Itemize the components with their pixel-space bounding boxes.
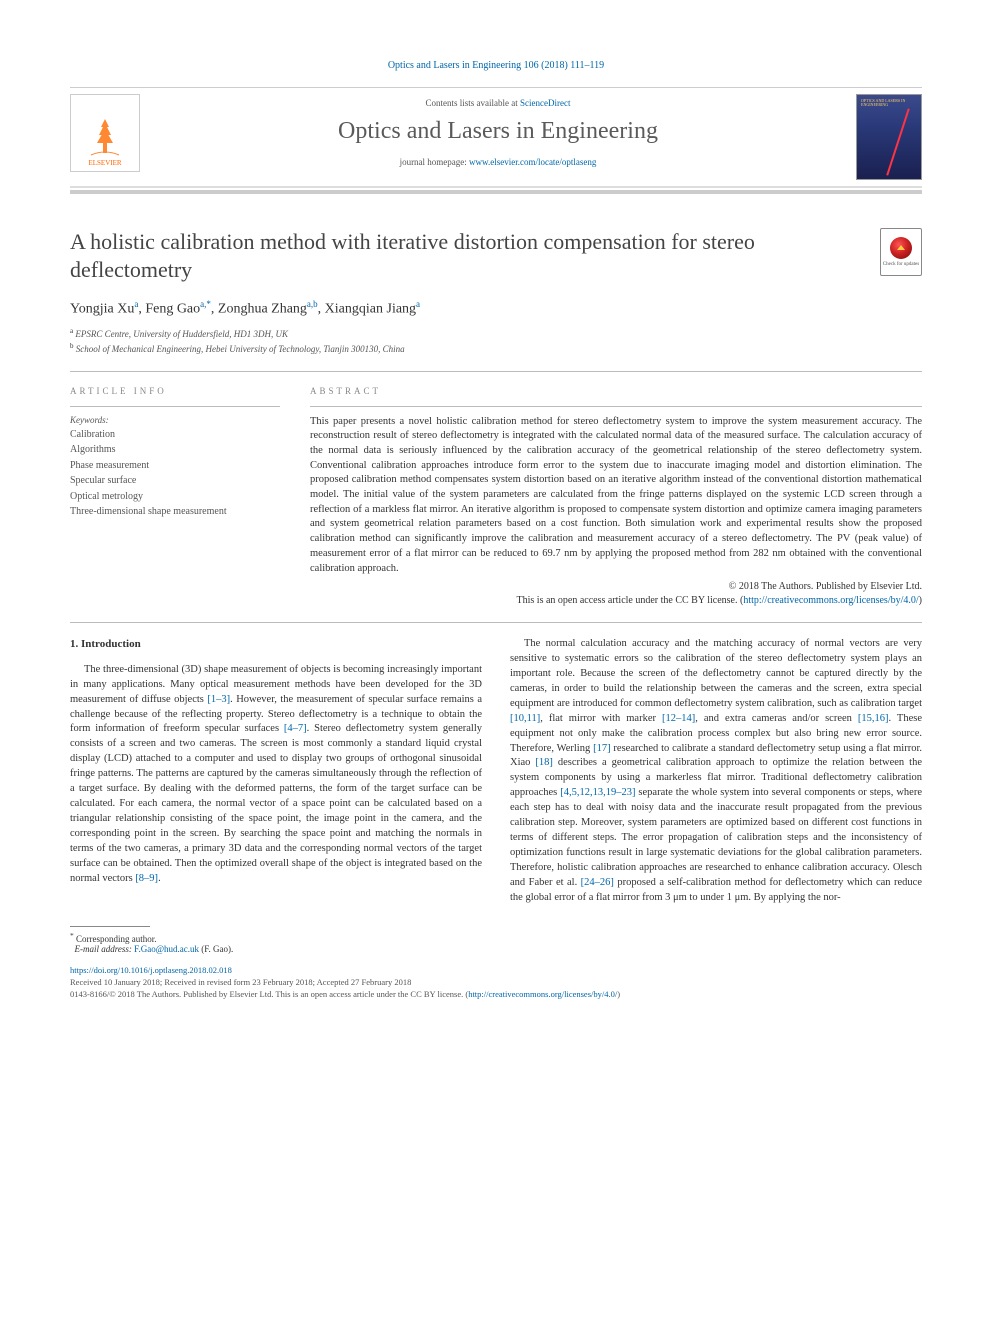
author-email[interactable]: F.Gao@hud.ac.uk: [134, 944, 199, 954]
journal-cover-thumbnail[interactable]: OPTICS AND LASERS IN ENGINEERING: [856, 94, 922, 180]
abstract-rule: [310, 406, 922, 407]
rule-above-info: [70, 371, 922, 372]
authors-line: Yongjia Xua, Feng Gaoa,*, Zonghua Zhanga…: [70, 299, 922, 318]
check-for-updates-badge[interactable]: Check for updates: [880, 228, 922, 276]
citation-link[interactable]: [4–7]: [284, 723, 307, 734]
elsevier-logo[interactable]: ELSEVIER: [70, 94, 140, 172]
homepage-prefix: journal homepage:: [400, 157, 469, 167]
homepage-url[interactable]: www.elsevier.com/locate/optlaseng: [469, 157, 596, 167]
journal-name: Optics and Lasers in Engineering: [152, 118, 844, 145]
footer-block: https://doi.org/10.1016/j.optlaseng.2018…: [70, 964, 922, 1001]
top-divider: [70, 87, 922, 88]
citation-link[interactable]: [18]: [535, 757, 553, 768]
info-abstract-row: ARTICLE INFO Keywords: Calibration Algor…: [70, 386, 922, 609]
footer-license-link[interactable]: http://creativecommons.org/licenses/by/4…: [468, 989, 617, 999]
citation-link[interactable]: [8–9]: [135, 873, 158, 884]
abstract-text: This paper presents a novel holistic cal…: [310, 415, 922, 577]
keyword-item: Three-dimensional shape measurement: [70, 504, 280, 520]
keyword-item: Calibration: [70, 427, 280, 443]
author-3-affil: a,b: [307, 299, 318, 309]
intro-paragraph-2: The normal calculation accuracy and the …: [510, 637, 922, 905]
author-1: Yongjia Xu: [70, 302, 134, 317]
abstract-heading: ABSTRACT: [310, 386, 922, 396]
journal-reference: Optics and Lasers in Engineering 106 (20…: [70, 60, 922, 71]
license-link[interactable]: http://creativecommons.org/licenses/by/4…: [743, 595, 918, 606]
author-2: Feng Gao: [145, 302, 200, 317]
citation-link[interactable]: [12–14]: [662, 713, 695, 724]
affiliations: a EPSRC Centre, University of Huddersfie…: [70, 326, 922, 357]
page-root: Optics and Lasers in Engineering 106 (20…: [0, 0, 992, 1040]
affiliation-a: a EPSRC Centre, University of Huddersfie…: [70, 326, 922, 342]
elsevier-logo-text: ELSEVIER: [88, 159, 121, 167]
title-row: A holistic calibration method with itera…: [70, 228, 922, 283]
doi-link[interactable]: https://doi.org/10.1016/j.optlaseng.2018…: [70, 964, 922, 976]
abstract-copyright: © 2018 The Authors. Published by Elsevie…: [310, 580, 922, 608]
corresponding-author-note: * Corresponding author.: [70, 931, 922, 944]
affiliation-b: b School of Mechanical Engineering, Hebe…: [70, 341, 922, 357]
journal-header: ELSEVIER Contents lists available at Sci…: [70, 94, 922, 180]
keyword-item: Phase measurement: [70, 458, 280, 474]
paper-title: A holistic calibration method with itera…: [70, 228, 860, 283]
citation-link[interactable]: [1–3]: [207, 694, 230, 705]
contents-lists-line: Contents lists available at ScienceDirec…: [152, 98, 844, 108]
article-info-column: ARTICLE INFO Keywords: Calibration Algor…: [70, 386, 280, 609]
header-underline: [70, 186, 922, 194]
copyright-line-1: © 2018 The Authors. Published by Elsevie…: [310, 580, 922, 594]
citation-link[interactable]: [17]: [593, 743, 611, 754]
footnote-rule: [70, 926, 150, 927]
footnotes: * Corresponding author. E-mail address: …: [70, 926, 922, 954]
cover-laser-graphic: [886, 108, 910, 175]
citation-link[interactable]: [15,16]: [858, 713, 889, 724]
author-2-affil: a,*: [200, 299, 211, 309]
issn-copyright-line: 0143-8166/© 2018 The Authors. Published …: [70, 988, 922, 1000]
citation-link[interactable]: [24–26]: [581, 877, 614, 888]
rule-below-abstract: [70, 622, 922, 623]
article-info-rule: [70, 406, 280, 407]
sciencedirect-link[interactable]: ScienceDirect: [520, 98, 570, 108]
article-info-heading: ARTICLE INFO: [70, 386, 280, 396]
keyword-item: Algorithms: [70, 442, 280, 458]
contents-prefix: Contents lists available at: [426, 98, 520, 108]
citation-link[interactable]: [4,5,12,13,19–23]: [560, 787, 635, 798]
author-3: Zonghua Zhang: [218, 302, 307, 317]
header-center: Contents lists available at ScienceDirec…: [152, 94, 844, 167]
body-two-column: 1. Introduction The three-dimensional (3…: [70, 637, 922, 905]
email-line: E-mail address: F.Gao@hud.ac.uk (F. Gao)…: [70, 944, 922, 954]
abstract-column: ABSTRACT This paper presents a novel hol…: [310, 386, 922, 609]
elsevier-tree-icon: [85, 115, 125, 159]
keyword-item: Specular surface: [70, 473, 280, 489]
crossmark-icon: [890, 237, 912, 259]
copyright-line-2: This is an open access article under the…: [310, 594, 922, 608]
intro-paragraph-1: The three-dimensional (3D) shape measure…: [70, 663, 482, 887]
author-4: Xiangqian Jiang: [325, 302, 416, 317]
journal-homepage-line: journal homepage: www.elsevier.com/locat…: [152, 157, 844, 167]
keywords-label: Keywords:: [70, 415, 280, 425]
body-col-right: The normal calculation accuracy and the …: [510, 637, 922, 905]
cover-title: OPTICS AND LASERS IN ENGINEERING: [861, 99, 917, 108]
body-col-left: 1. Introduction The three-dimensional (3…: [70, 637, 482, 905]
keyword-item: Optical metrology: [70, 489, 280, 505]
author-1-affil: a: [134, 299, 138, 309]
section-1-heading: 1. Introduction: [70, 637, 482, 653]
updates-badge-label: Check for updates: [883, 262, 919, 267]
citation-link[interactable]: [10,11]: [510, 713, 540, 724]
email-label: E-mail address:: [75, 944, 135, 954]
keywords-list: Calibration Algorithms Phase measurement…: [70, 427, 280, 520]
author-4-affil: a: [416, 299, 420, 309]
received-dates: Received 10 January 2018; Received in re…: [70, 976, 922, 988]
